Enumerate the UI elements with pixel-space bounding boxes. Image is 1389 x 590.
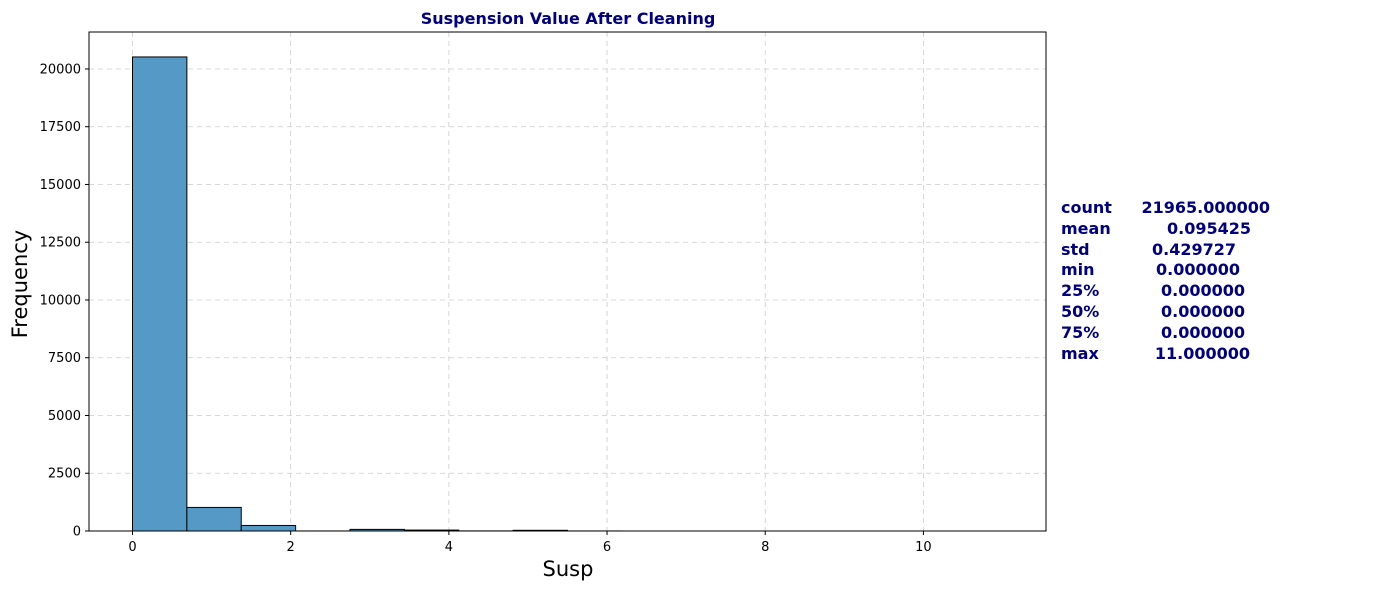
x-tick-label: 6 [603, 540, 611, 555]
plot-frame [88, 31, 1047, 532]
stats-row: std 0.429727 [1061, 240, 1321, 261]
x-tick-label: 10 [915, 540, 932, 555]
stats-key: max [1061, 343, 1099, 363]
x-tick-label: 2 [287, 540, 295, 555]
stats-row: count 21965.000000 [1061, 198, 1321, 219]
summary-stats: count 21965.000000 mean 0.095425 std 0.429727… [1061, 198, 1321, 364]
stats-value: 0.000000 [1160, 281, 1245, 301]
stats-value: 11.000000 [1154, 343, 1250, 363]
stats-key: mean [1061, 218, 1111, 238]
stats-row: 50% 0.000000 [1061, 302, 1321, 323]
stats-value: 0.429727 [1151, 239, 1236, 259]
stats-key: 75% [1061, 322, 1100, 342]
stats-key: 50% [1061, 301, 1100, 321]
stats-value: 0.000000 [1160, 301, 1245, 321]
histogram-bar [240, 524, 297, 532]
stats-value: 21965.000000 [1141, 198, 1270, 217]
x-axis-label: Susp [543, 557, 594, 581]
y-tick-label: 7500 [48, 351, 81, 366]
x-tick-label: 8 [761, 540, 769, 555]
histogram-bar [186, 506, 242, 532]
y-tick-label: 12500 [40, 236, 81, 251]
stats-key: count [1061, 198, 1112, 217]
y-axis-label: Frequency [8, 230, 32, 339]
stats-row: 25% 0.000000 [1061, 281, 1321, 302]
stats-row: 75% 0.000000 [1061, 323, 1321, 344]
histogram-bar [132, 56, 188, 532]
stats-key: std [1061, 239, 1090, 259]
x-tick-label: 4 [445, 540, 453, 555]
y-tick-label: 17500 [40, 120, 81, 135]
y-tick-label: 15000 [40, 178, 81, 193]
y-tick-label: 10000 [40, 293, 81, 308]
y-tick-label: 2500 [48, 467, 81, 482]
y-tick-label: 20000 [40, 62, 81, 77]
stats-row: min 0.000000 [1061, 260, 1321, 281]
stats-key: 25% [1061, 281, 1100, 301]
x-tick-label: 0 [128, 540, 136, 555]
stats-row: mean 0.095425 [1061, 219, 1321, 240]
y-tick-label: 0 [73, 525, 81, 540]
y-tick-label: 5000 [48, 409, 81, 424]
stats-key: min [1061, 260, 1095, 280]
stats-value: 0.095425 [1166, 218, 1251, 238]
stats-row: max 11.000000 [1061, 344, 1321, 365]
stats-value: 0.000000 [1155, 260, 1240, 280]
stats-value: 0.000000 [1160, 322, 1245, 342]
chart-title: Suspension Value After Cleaning [421, 9, 716, 28]
